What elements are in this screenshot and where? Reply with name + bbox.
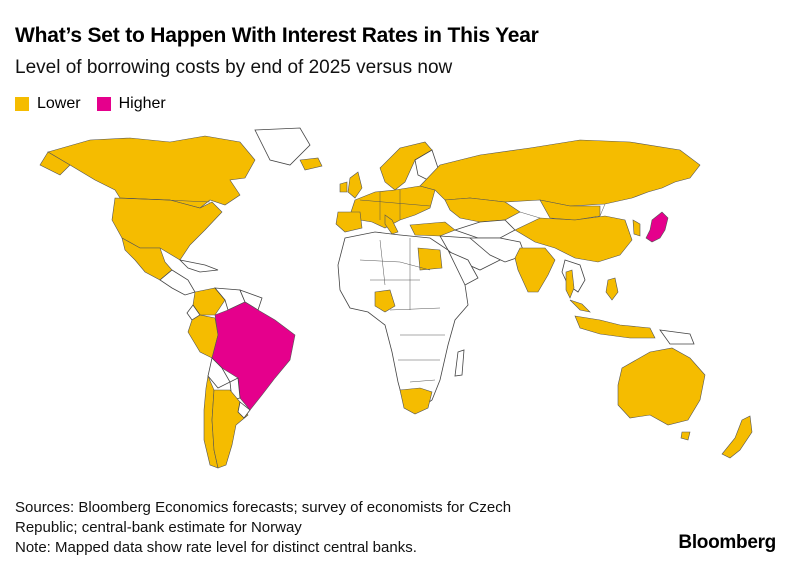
- bloomberg-logo: Bloomberg: [678, 532, 776, 553]
- region-russia: [419, 139, 701, 207]
- sources-line-1: Sources: Bloomberg Economics forecasts; …: [15, 499, 512, 516]
- region-argentina: [211, 389, 249, 469]
- region-new-zealand: [721, 415, 753, 459]
- legend-label-higher: Higher: [118, 95, 166, 112]
- legend-swatch-lower: [15, 97, 29, 111]
- region-thailand: [565, 269, 575, 299]
- legend-swatch-higher: [96, 97, 111, 111]
- region-bolivia: [207, 357, 231, 389]
- region-caribbean: [178, 259, 219, 273]
- region-canada: [47, 135, 256, 209]
- legend: Lower Higher: [15, 95, 182, 113]
- legend-item-higher: Higher: [96, 95, 166, 113]
- region-japan: [645, 211, 669, 243]
- world-map: [0, 120, 800, 490]
- region-tasmania: [680, 431, 691, 441]
- region-png: [659, 329, 695, 345]
- region-india: [514, 247, 556, 293]
- region-egypt: [417, 247, 443, 271]
- africa-borders: [359, 238, 445, 383]
- region-iberia: [335, 211, 363, 233]
- region-greenland: [254, 127, 311, 166]
- region-africa: [337, 231, 469, 411]
- legend-item-lower: Lower: [15, 95, 81, 113]
- chart-title: What’s Set to Happen With Interest Rates…: [15, 24, 539, 47]
- chart-subtitle: Level of borrowing costs by end of 2025 …: [15, 57, 453, 78]
- region-korea: [632, 219, 641, 237]
- region-central-asia: [453, 219, 516, 239]
- region-turkey: [409, 221, 456, 237]
- region-south-africa: [399, 387, 433, 415]
- region-philippines: [605, 277, 619, 301]
- region-uk: [347, 171, 363, 199]
- region-uruguay: [237, 401, 251, 419]
- region-china: [514, 215, 633, 263]
- region-alaska: [39, 151, 71, 176]
- sources-note: Sources: Bloomberg Economics forecasts; …: [15, 498, 655, 558]
- region-madagascar: [454, 349, 465, 377]
- region-australia: [617, 347, 706, 426]
- region-italy: [384, 214, 399, 235]
- region-nigeria: [374, 289, 396, 313]
- region-iceland: [299, 157, 323, 171]
- region-ireland: [339, 181, 348, 193]
- sources-line-2: Republic; central-bank estimate for Norw…: [15, 519, 302, 536]
- country-borders: [119, 190, 606, 220]
- region-malaysia: [569, 299, 591, 313]
- sources-line-3: Note: Mapped data show rate level for di…: [15, 539, 417, 556]
- region-indonesia: [574, 315, 656, 339]
- legend-label-lower: Lower: [37, 95, 81, 112]
